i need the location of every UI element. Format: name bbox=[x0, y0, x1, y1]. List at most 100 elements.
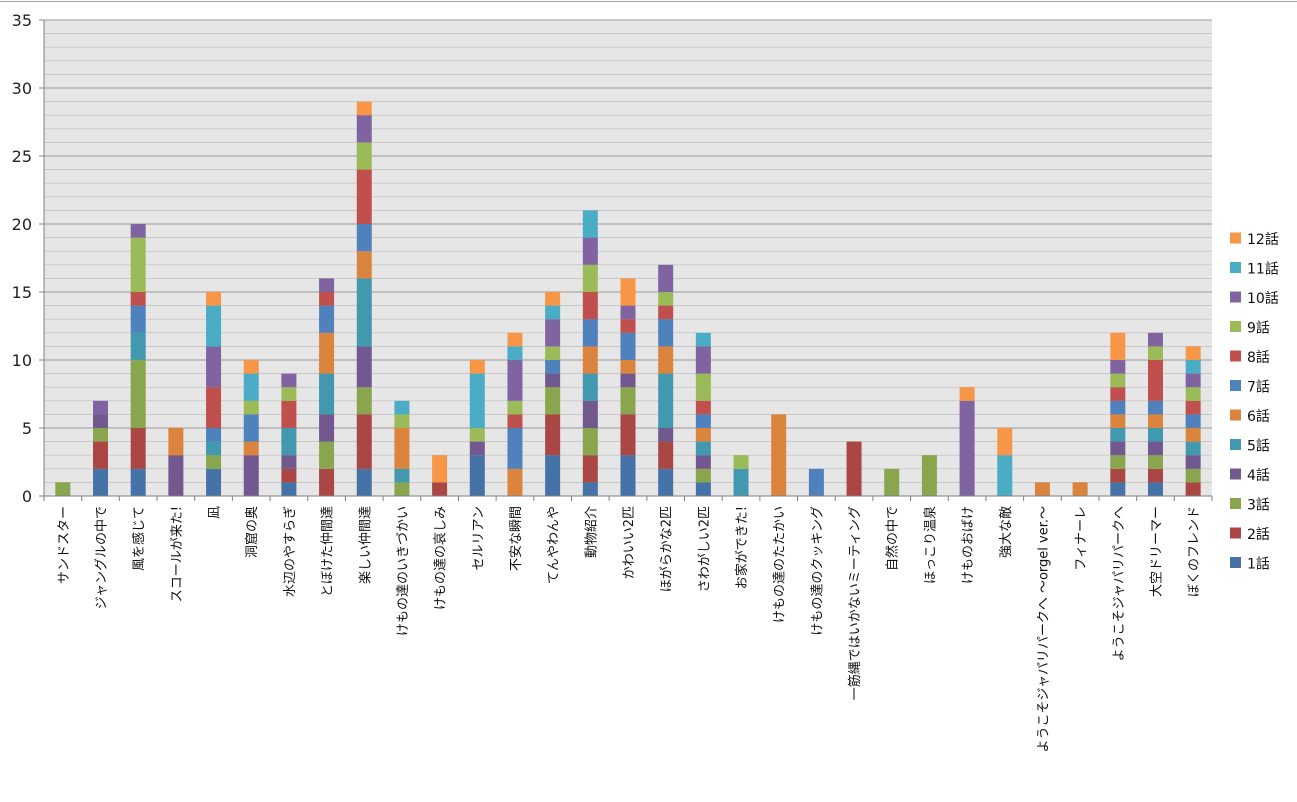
bar-segment bbox=[582, 346, 598, 374]
category-label: サンドスター bbox=[57, 506, 72, 584]
bar-segment bbox=[1185, 414, 1201, 428]
category-label: 大空ドリーマー bbox=[1149, 506, 1164, 597]
bar-stack bbox=[432, 455, 448, 496]
legend-swatch bbox=[1230, 291, 1241, 303]
bar-segment bbox=[620, 387, 636, 415]
y-tick-label: 20 bbox=[12, 215, 32, 234]
bar-segment bbox=[1110, 428, 1126, 442]
bar-segment bbox=[1110, 455, 1126, 469]
bar-segment bbox=[1110, 360, 1126, 374]
bar-stack bbox=[695, 332, 711, 496]
legend-swatch bbox=[1230, 468, 1241, 480]
legend-item: 3話 bbox=[1230, 497, 1270, 514]
bar-segment bbox=[1185, 373, 1201, 388]
bar-segment bbox=[93, 428, 109, 442]
category-label: 一筋縄ではいかないミーティング bbox=[847, 506, 863, 700]
y-tick-label: 0 bbox=[22, 487, 32, 506]
legend-item: 4話 bbox=[1230, 467, 1270, 484]
legend-label: 10話 bbox=[1247, 290, 1279, 307]
bar-segment bbox=[206, 292, 222, 306]
bar-segment bbox=[319, 373, 335, 415]
bar-stack bbox=[658, 264, 674, 496]
bar-segment bbox=[582, 210, 598, 238]
category-label: ジャングルの中で bbox=[95, 506, 110, 609]
bar-segment bbox=[356, 115, 372, 143]
bar-segment bbox=[1185, 360, 1201, 374]
bar-stack bbox=[1147, 332, 1163, 496]
bar-stack bbox=[356, 101, 372, 496]
bar-segment bbox=[658, 373, 674, 428]
bar-segment bbox=[658, 441, 674, 469]
bar-segment bbox=[959, 387, 975, 401]
category-label: ほっこり温泉 bbox=[922, 506, 938, 584]
bar-stack bbox=[1185, 346, 1201, 496]
bar-segment bbox=[206, 441, 222, 456]
bar-segment bbox=[507, 400, 523, 415]
bar-segment bbox=[658, 319, 674, 347]
bar-segment bbox=[168, 428, 184, 456]
bar-segment bbox=[319, 468, 335, 496]
bar-segment bbox=[620, 278, 636, 306]
bar-segment bbox=[93, 468, 109, 496]
legend-swatch bbox=[1230, 380, 1241, 391]
bar-stack bbox=[394, 400, 410, 496]
bar-segment bbox=[658, 264, 674, 292]
category-label: 楽しい仲間達 bbox=[357, 506, 373, 584]
category-label: 風を感じて bbox=[131, 506, 147, 571]
bar-segment bbox=[356, 346, 372, 388]
legend-label: 1話 bbox=[1247, 556, 1270, 573]
bar-segment bbox=[959, 400, 975, 496]
category-label: スコールが来た! bbox=[170, 506, 185, 602]
bar-segment bbox=[469, 360, 485, 374]
category-labels: サンドスター ジャングルの中で 風を感じて スコールが来た! 凪 洞窟の奥 水辺のやすらぎ と… bbox=[57, 506, 1202, 753]
bar-segment bbox=[243, 400, 259, 415]
legend-label: 8話 bbox=[1247, 349, 1270, 366]
bar-segment bbox=[620, 455, 636, 496]
y-tick-label: 5 bbox=[22, 419, 32, 438]
bar-stack bbox=[846, 441, 862, 496]
category-label: かわいい2匹 bbox=[622, 506, 637, 579]
bar-segment bbox=[1110, 414, 1126, 428]
legend-label: 11話 bbox=[1247, 261, 1279, 278]
bar-segment bbox=[620, 319, 636, 333]
bar-segment bbox=[545, 455, 561, 496]
bar-segment bbox=[1147, 332, 1163, 347]
bar-segment bbox=[1110, 387, 1126, 401]
bar-segment bbox=[1185, 468, 1201, 483]
y-tick-label: 10 bbox=[12, 351, 32, 370]
y-tick-label: 35 bbox=[12, 11, 32, 30]
bar-segment bbox=[545, 360, 561, 374]
legend-item: 7話 bbox=[1230, 379, 1270, 396]
bar-stack bbox=[281, 373, 297, 496]
bar-segment bbox=[206, 468, 222, 496]
bar-stack bbox=[168, 428, 184, 496]
bar-segment bbox=[168, 455, 184, 496]
bar-segment bbox=[695, 332, 711, 347]
legend-label: 9話 bbox=[1247, 320, 1270, 337]
bar-segment bbox=[1147, 482, 1163, 496]
bar-segment bbox=[582, 482, 598, 496]
bar-segment bbox=[394, 482, 410, 496]
bar-segment bbox=[1110, 441, 1126, 456]
bar-segment bbox=[507, 428, 523, 469]
bar-segment bbox=[695, 400, 711, 415]
bar-segment bbox=[695, 441, 711, 456]
legend-label: 12話 bbox=[1247, 231, 1279, 248]
bar-segment bbox=[356, 251, 372, 279]
bar-stack bbox=[55, 482, 71, 496]
category-label: けもの達の哀しみ bbox=[434, 506, 449, 610]
bars bbox=[55, 101, 1201, 496]
bar-stack bbox=[130, 224, 146, 496]
bar-segment bbox=[507, 360, 523, 401]
bar-segment bbox=[507, 414, 523, 428]
bar-segment bbox=[130, 332, 146, 360]
bar-segment bbox=[356, 414, 372, 469]
legend: 12話 11話 10話 9話 8話 7話 6話 5話 4話 3話 2話 1話 bbox=[1230, 231, 1279, 573]
bar-segment bbox=[130, 428, 146, 469]
bar-stack bbox=[733, 455, 749, 496]
category-label: ようこそジャパリパークへ ～orgel ver.～ bbox=[1036, 506, 1051, 753]
bar-stack bbox=[921, 455, 937, 496]
bar-segment bbox=[1110, 332, 1126, 360]
bar-segment bbox=[545, 305, 561, 320]
